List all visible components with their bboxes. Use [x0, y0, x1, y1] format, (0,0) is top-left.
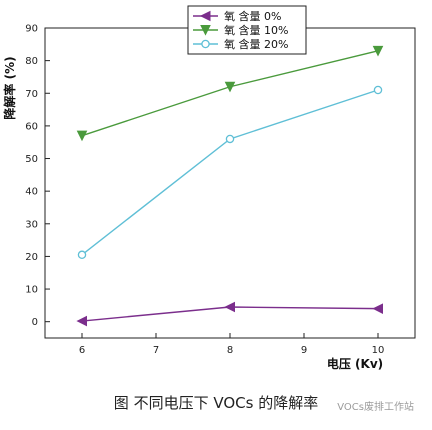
- legend-label: 氧 含量 0%: [224, 9, 281, 23]
- x-tick-label: 9: [301, 345, 307, 356]
- y-tick-label: 40: [25, 187, 38, 198]
- x-tick-label: 8: [227, 345, 233, 356]
- watermark: VOCs废排工作站: [337, 402, 414, 413]
- legend-label: 氧 含量 20%: [224, 37, 288, 51]
- legend-swatch-marker: [200, 25, 211, 36]
- series-line-2: [81, 89, 379, 256]
- x-tick-label: 10: [372, 345, 385, 356]
- x-axis-title: 电压 (Kv): [327, 356, 383, 371]
- y-tick-label: 50: [25, 154, 38, 165]
- y-tick-label: 80: [25, 56, 38, 67]
- legend-swatch-marker: [199, 10, 211, 22]
- x-tick-label: 7: [153, 345, 159, 356]
- figure-caption: 图 不同电压下 VOCs 的降解率: [113, 394, 319, 412]
- data-point-marker: [224, 81, 236, 93]
- y-tick-label: 10: [25, 285, 38, 296]
- data-point-marker: [372, 45, 384, 57]
- legend-label: 氧 含量 10%: [224, 23, 288, 37]
- y-axis-title: 降解率 (%): [2, 56, 17, 119]
- series-line-1: [81, 50, 379, 137]
- data-point-marker: [76, 315, 87, 327]
- data-point-marker: [224, 301, 235, 313]
- data-point-marker: [76, 130, 88, 142]
- data-point-marker: [225, 134, 235, 144]
- chart: 6 7 8 9 10 0 10 20 30 40 50 60 70 80 90 氧 含量 0%氧 含量 10…: [2, 5, 416, 371]
- y-tick-label: 90: [25, 24, 38, 35]
- data-point-marker: [77, 250, 87, 260]
- data-point-marker: [372, 303, 383, 314]
- x-tick-label: 6: [79, 345, 85, 356]
- y-tick-label: 70: [25, 89, 38, 100]
- y-tick-label: 0: [32, 317, 38, 328]
- plot-frame: [44, 27, 416, 339]
- y-tick-label: 20: [25, 252, 38, 263]
- data-point-marker: [373, 85, 383, 95]
- y-tick-label: 60: [25, 121, 38, 132]
- y-tick-label: 30: [25, 219, 38, 230]
- legend-swatch-marker: [201, 39, 210, 49]
